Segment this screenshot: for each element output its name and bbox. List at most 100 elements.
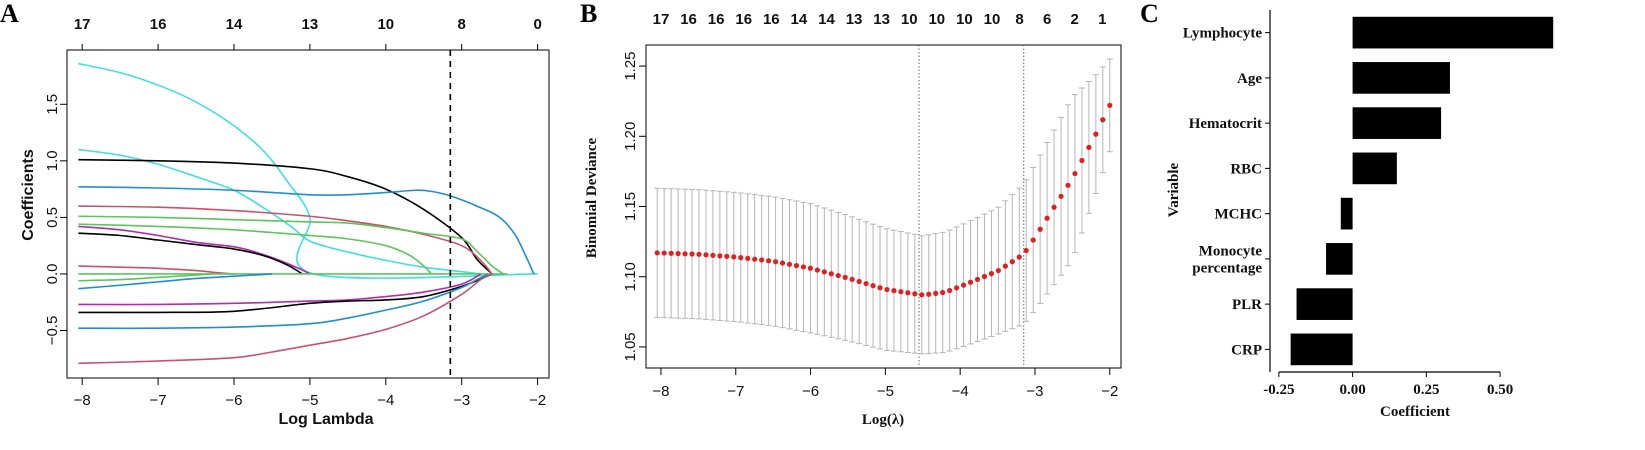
- deviance-point: [988, 271, 995, 277]
- deviance-point: [668, 250, 674, 256]
- top-tick-label: 17: [74, 16, 91, 33]
- y-tick-label: 1.20: [622, 122, 639, 151]
- coef-bar-1: [1352, 16, 1554, 49]
- deviance-point: [766, 258, 772, 264]
- coef-path-7: [78, 223, 432, 275]
- panel-a-ylabel: Coefficients: [20, 149, 37, 241]
- coef-path-10: [78, 265, 235, 275]
- panel-a-coefficient-path-chart: −8 −7 −6 −5 −4 −3 −2 −0.5 0.0 0.5 1.0 1.5 17 16 14 13 10…: [20, 16, 550, 428]
- deviance-point: [759, 257, 765, 263]
- deviance-point: [905, 290, 911, 296]
- coef-bar-5: [1340, 197, 1353, 230]
- y-tick-label: 0.5: [44, 207, 61, 228]
- deviance-point: [828, 271, 834, 277]
- coef-bar-8: [1290, 333, 1353, 366]
- deviance-point: [1023, 247, 1029, 254]
- y-tick-label: 1.05: [622, 332, 639, 361]
- top-tick-label: 13: [873, 11, 890, 28]
- deviance-point: [717, 253, 723, 259]
- deviance-point: [1002, 263, 1008, 269]
- panel-a-xlabel: Log Lambda: [278, 411, 373, 428]
- deviance-point: [870, 283, 876, 289]
- deviance-point: [884, 286, 890, 293]
- panel-c-ylabel: Variable: [1166, 162, 1182, 217]
- top-tick-label: 8: [1015, 11, 1023, 28]
- x-tick-label: −8: [652, 383, 669, 400]
- deviance-point: [863, 280, 869, 287]
- panel-a-axes: −8 −7 −6 −5 −4 −3 −2 −0.5 0.0 0.5 1.0 1.5 17 16 14 13 10…: [44, 16, 546, 409]
- panel-a-letter: A: [0, 0, 19, 28]
- y-tick-label: 1.15: [622, 192, 639, 221]
- deviance-point: [947, 287, 953, 294]
- deviance-point: [710, 252, 716, 258]
- top-tick-label: 16: [708, 11, 725, 28]
- deviance-point: [842, 274, 848, 280]
- panel-c-xlabel: Coefficient: [1380, 404, 1450, 420]
- variable-label: percentage: [1192, 260, 1262, 276]
- deviance-point: [912, 291, 918, 297]
- panel-b-plot-frame: [645, 44, 1122, 369]
- top-tick-label: 8: [458, 16, 466, 33]
- x-tick-label: −6: [225, 392, 242, 409]
- coef-path-15: [78, 273, 493, 314]
- x-tick-label: −4: [952, 383, 969, 400]
- coef-path-2: [78, 148, 481, 275]
- x-tick-label: 0.50: [1487, 382, 1513, 398]
- x-tick-label: −2: [1101, 383, 1118, 400]
- deviance-point: [1009, 259, 1015, 265]
- top-tick-label: 16: [763, 11, 780, 28]
- deviance-point: [675, 250, 681, 257]
- x-tick-label: −7: [150, 392, 167, 409]
- deviance-point: [1086, 144, 1092, 151]
- x-tick-label: 0.00: [1339, 382, 1365, 398]
- top-tick-label: 14: [791, 11, 808, 28]
- deviance-point: [682, 251, 688, 257]
- panel-b-ylabel: Binomial Deviance: [584, 137, 600, 258]
- coef-path-13: [78, 273, 272, 290]
- deviance-point: [779, 260, 786, 266]
- deviance-point: [793, 263, 800, 269]
- deviance-point: [821, 269, 827, 275]
- panel-a-plot-frame: [66, 49, 550, 379]
- deviance-point: [1100, 117, 1106, 123]
- variable-label: Lymphocyte: [1183, 26, 1263, 42]
- deviance-point: [703, 252, 709, 258]
- deviance-point: [933, 290, 939, 296]
- x-tick-label: −6: [802, 383, 819, 400]
- top-tick-label: 13: [846, 11, 863, 28]
- coef-path-17: [78, 273, 493, 365]
- variable-label: Age: [1237, 71, 1262, 87]
- deviance-point: [1107, 102, 1113, 108]
- top-tick-label: 10: [901, 11, 918, 28]
- deviance-point: [724, 253, 730, 259]
- deviance-point: [1058, 193, 1064, 199]
- y-tick-label: 1.0: [44, 150, 61, 171]
- deviance-point: [1079, 157, 1085, 164]
- deviance-point: [786, 261, 793, 267]
- deviance-point: [960, 282, 967, 288]
- deviance-point: [1072, 170, 1078, 177]
- deviance-point: [661, 250, 667, 256]
- coef-bar-2: [1352, 62, 1450, 94]
- top-tick-label: 10: [377, 16, 394, 33]
- top-tick-label: 0: [533, 16, 541, 33]
- deviance-point: [800, 264, 807, 270]
- deviance-point: [940, 289, 946, 296]
- deviance-point: [654, 250, 660, 256]
- panel-c-letter: C: [1140, 0, 1159, 28]
- x-tick-label: −4: [377, 392, 394, 409]
- y-tick-label: 1.10: [622, 262, 639, 291]
- x-tick-label: −8: [74, 392, 91, 409]
- variable-label: CRP: [1231, 342, 1262, 358]
- deviance-point: [1030, 237, 1036, 243]
- deviance-point: [995, 267, 1001, 274]
- deviance-point: [745, 255, 751, 262]
- x-tick-label: −3: [1026, 383, 1043, 400]
- variable-label: MCHC: [1215, 207, 1263, 223]
- top-tick-label: 10: [956, 11, 973, 28]
- deviance-point: [752, 256, 758, 262]
- panel-b-letter: B: [580, 0, 597, 28]
- top-tick-label: 16: [150, 16, 167, 33]
